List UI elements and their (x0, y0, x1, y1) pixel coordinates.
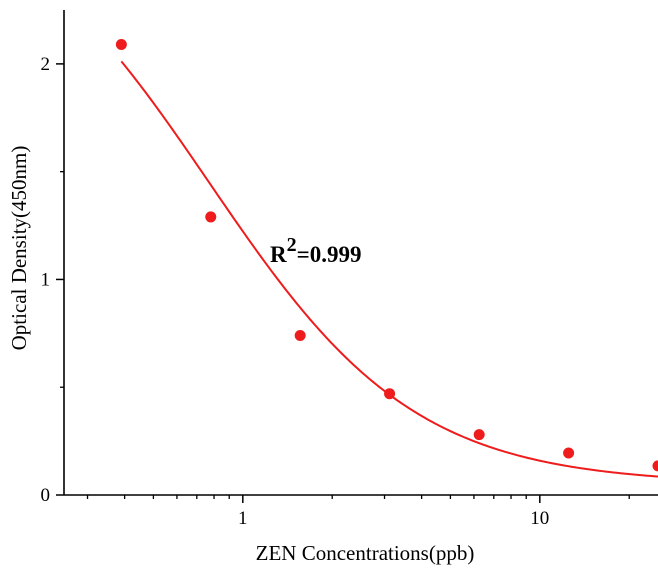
data-point (563, 447, 575, 459)
r-squared-annotation: R2=0.999 (270, 234, 361, 267)
data-point (115, 38, 127, 50)
r-squared-value: =0.999 (297, 242, 362, 267)
r-squared-base: R (270, 242, 287, 267)
y-axis-title: Optical Density(450nm) (7, 146, 31, 351)
r-squared-superscript: 2 (287, 234, 297, 256)
data-point (473, 429, 485, 441)
data-point (384, 388, 396, 400)
x-axis-title: ZEN Concentrations(ppb) (256, 541, 475, 565)
x-tick-label: 1 (238, 508, 248, 529)
fit-curve (120, 60, 658, 478)
axes (63, 10, 658, 496)
data-point (652, 460, 658, 472)
x-tick-label: 10 (530, 508, 549, 529)
y-tick-label: 0 (41, 485, 51, 506)
data-point (205, 211, 217, 223)
data-points (115, 38, 658, 472)
y-tick-label: 2 (41, 54, 51, 75)
ticks: 0 1 2 1 10 (41, 54, 630, 529)
data-point (294, 329, 306, 341)
y-tick-label: 1 (41, 269, 51, 290)
